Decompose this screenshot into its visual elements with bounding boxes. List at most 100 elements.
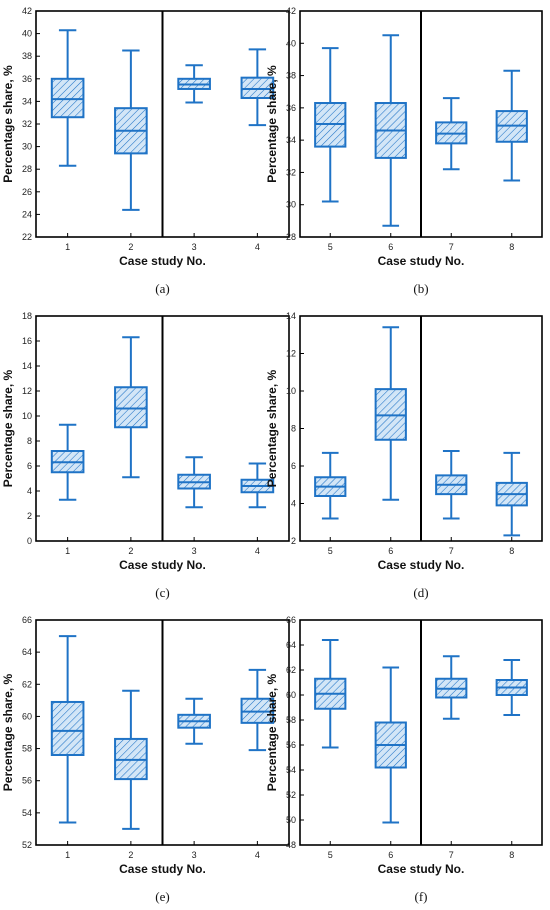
- box-2: [114, 49, 148, 211]
- y-tick-label: 18: [22, 311, 32, 321]
- box-8: [495, 659, 528, 716]
- y-axis-label: Percentage share, %: [265, 369, 279, 487]
- y-tick-label: 54: [22, 808, 32, 818]
- panel-label: (f): [415, 889, 428, 904]
- y-tick-label: 34: [22, 96, 32, 106]
- box-7: [435, 655, 468, 720]
- x-tick-label: 3: [192, 242, 197, 252]
- y-tick-label: 42: [22, 6, 32, 16]
- box-7: [435, 97, 468, 171]
- panel-label: (e): [155, 889, 169, 904]
- y-tick-label: 14: [286, 311, 296, 321]
- x-tick-label: 6: [388, 242, 393, 252]
- box-3: [177, 64, 211, 104]
- y-tick-label: 52: [22, 840, 32, 850]
- y-axis-label: Percentage share, %: [1, 369, 15, 487]
- x-tick-label: 2: [128, 242, 133, 252]
- box-1: [50, 635, 85, 824]
- x-tick-label: 7: [449, 242, 454, 252]
- y-tick-label: 30: [286, 200, 296, 210]
- y-tick-label: 12: [22, 386, 32, 396]
- box-5: [314, 451, 347, 520]
- x-axis-label: Case study No.: [119, 254, 206, 268]
- y-tick-label: 40: [22, 29, 32, 39]
- box-2: [114, 336, 148, 479]
- box-4: [240, 462, 275, 509]
- box-7: [435, 450, 468, 520]
- x-tick-label: 4: [255, 242, 260, 252]
- x-tick-label: 3: [192, 850, 197, 860]
- y-tick-label: 16: [22, 336, 32, 346]
- y-tick-label: 58: [22, 744, 32, 754]
- box-8: [495, 451, 528, 537]
- y-tick-label: 62: [286, 665, 296, 675]
- box-6: [374, 34, 407, 227]
- y-tick-label: 4: [27, 486, 32, 496]
- x-tick-label: 5: [328, 850, 333, 860]
- y-tick-label: 22: [22, 232, 32, 242]
- y-tick-label: 8: [291, 424, 296, 434]
- box-1: [50, 29, 85, 167]
- y-tick-label: 62: [22, 679, 32, 689]
- x-tick-label: 3: [192, 546, 197, 556]
- panel-b: 28 30 32 34 36 38 40 42 5 6 7 8 Case study No. Percen…: [265, 6, 543, 296]
- x-tick-label: 5: [328, 546, 333, 556]
- box-5: [314, 639, 347, 749]
- y-tick-label: 64: [286, 640, 296, 650]
- y-tick-label: 10: [22, 411, 32, 421]
- y-tick-label: 30: [22, 142, 32, 152]
- y-tick-label: 0: [27, 536, 32, 546]
- x-axis-label: Case study No.: [378, 558, 465, 572]
- y-tick-label: 66: [22, 615, 32, 625]
- y-tick-label: 24: [22, 209, 32, 219]
- x-tick-label: 6: [388, 546, 393, 556]
- panel-label: (d): [413, 585, 428, 600]
- box-6: [374, 326, 407, 501]
- y-tick-label: 28: [286, 232, 296, 242]
- iqr-box: [50, 700, 85, 757]
- y-tick-label: 36: [286, 103, 296, 113]
- y-tick-label: 14: [22, 361, 32, 371]
- box-6: [374, 666, 407, 824]
- x-axis-label: Case study No.: [119, 862, 206, 876]
- y-tick-label: 48: [286, 840, 296, 850]
- y-tick-label: 60: [286, 690, 296, 700]
- x-tick-label: 6: [388, 850, 393, 860]
- panel-label: (a): [155, 281, 169, 296]
- x-tick-label: 4: [255, 850, 260, 860]
- x-tick-label: 7: [449, 850, 454, 860]
- y-tick-label: 60: [22, 711, 32, 721]
- x-tick-label: 1: [65, 850, 70, 860]
- y-tick-label: 38: [22, 51, 32, 61]
- x-tick-label: 1: [65, 546, 70, 556]
- box-3: [177, 456, 211, 509]
- x-axis-label: Case study No.: [378, 254, 465, 268]
- y-tick-label: 6: [27, 461, 32, 471]
- y-tick-label: 66: [286, 615, 296, 625]
- panel-e: 52 54 56 58 60 62 64 66 1 2 3 4 Case study No. Percen…: [1, 615, 290, 904]
- y-tick-label: 32: [286, 167, 296, 177]
- y-tick-label: 56: [22, 776, 32, 786]
- x-tick-label: 8: [509, 242, 514, 252]
- y-axis-label: Percentage share, %: [1, 673, 15, 791]
- box-1: [50, 423, 85, 501]
- iqr-box: [114, 386, 148, 429]
- y-axis-label: Percentage share, %: [1, 65, 15, 183]
- x-axis-label: Case study No.: [119, 558, 206, 572]
- y-tick-label: 42: [286, 6, 296, 16]
- y-tick-label: 10: [286, 386, 296, 396]
- y-tick-label: 6: [291, 461, 296, 471]
- box-4: [240, 668, 275, 752]
- y-tick-label: 32: [22, 119, 32, 129]
- y-tick-label: 28: [22, 164, 32, 174]
- y-tick-label: 36: [22, 74, 32, 84]
- x-tick-label: 2: [128, 850, 133, 860]
- x-tick-label: 2: [128, 546, 133, 556]
- box-8: [495, 69, 528, 182]
- box-2: [114, 689, 148, 830]
- y-tick-label: 8: [27, 436, 32, 446]
